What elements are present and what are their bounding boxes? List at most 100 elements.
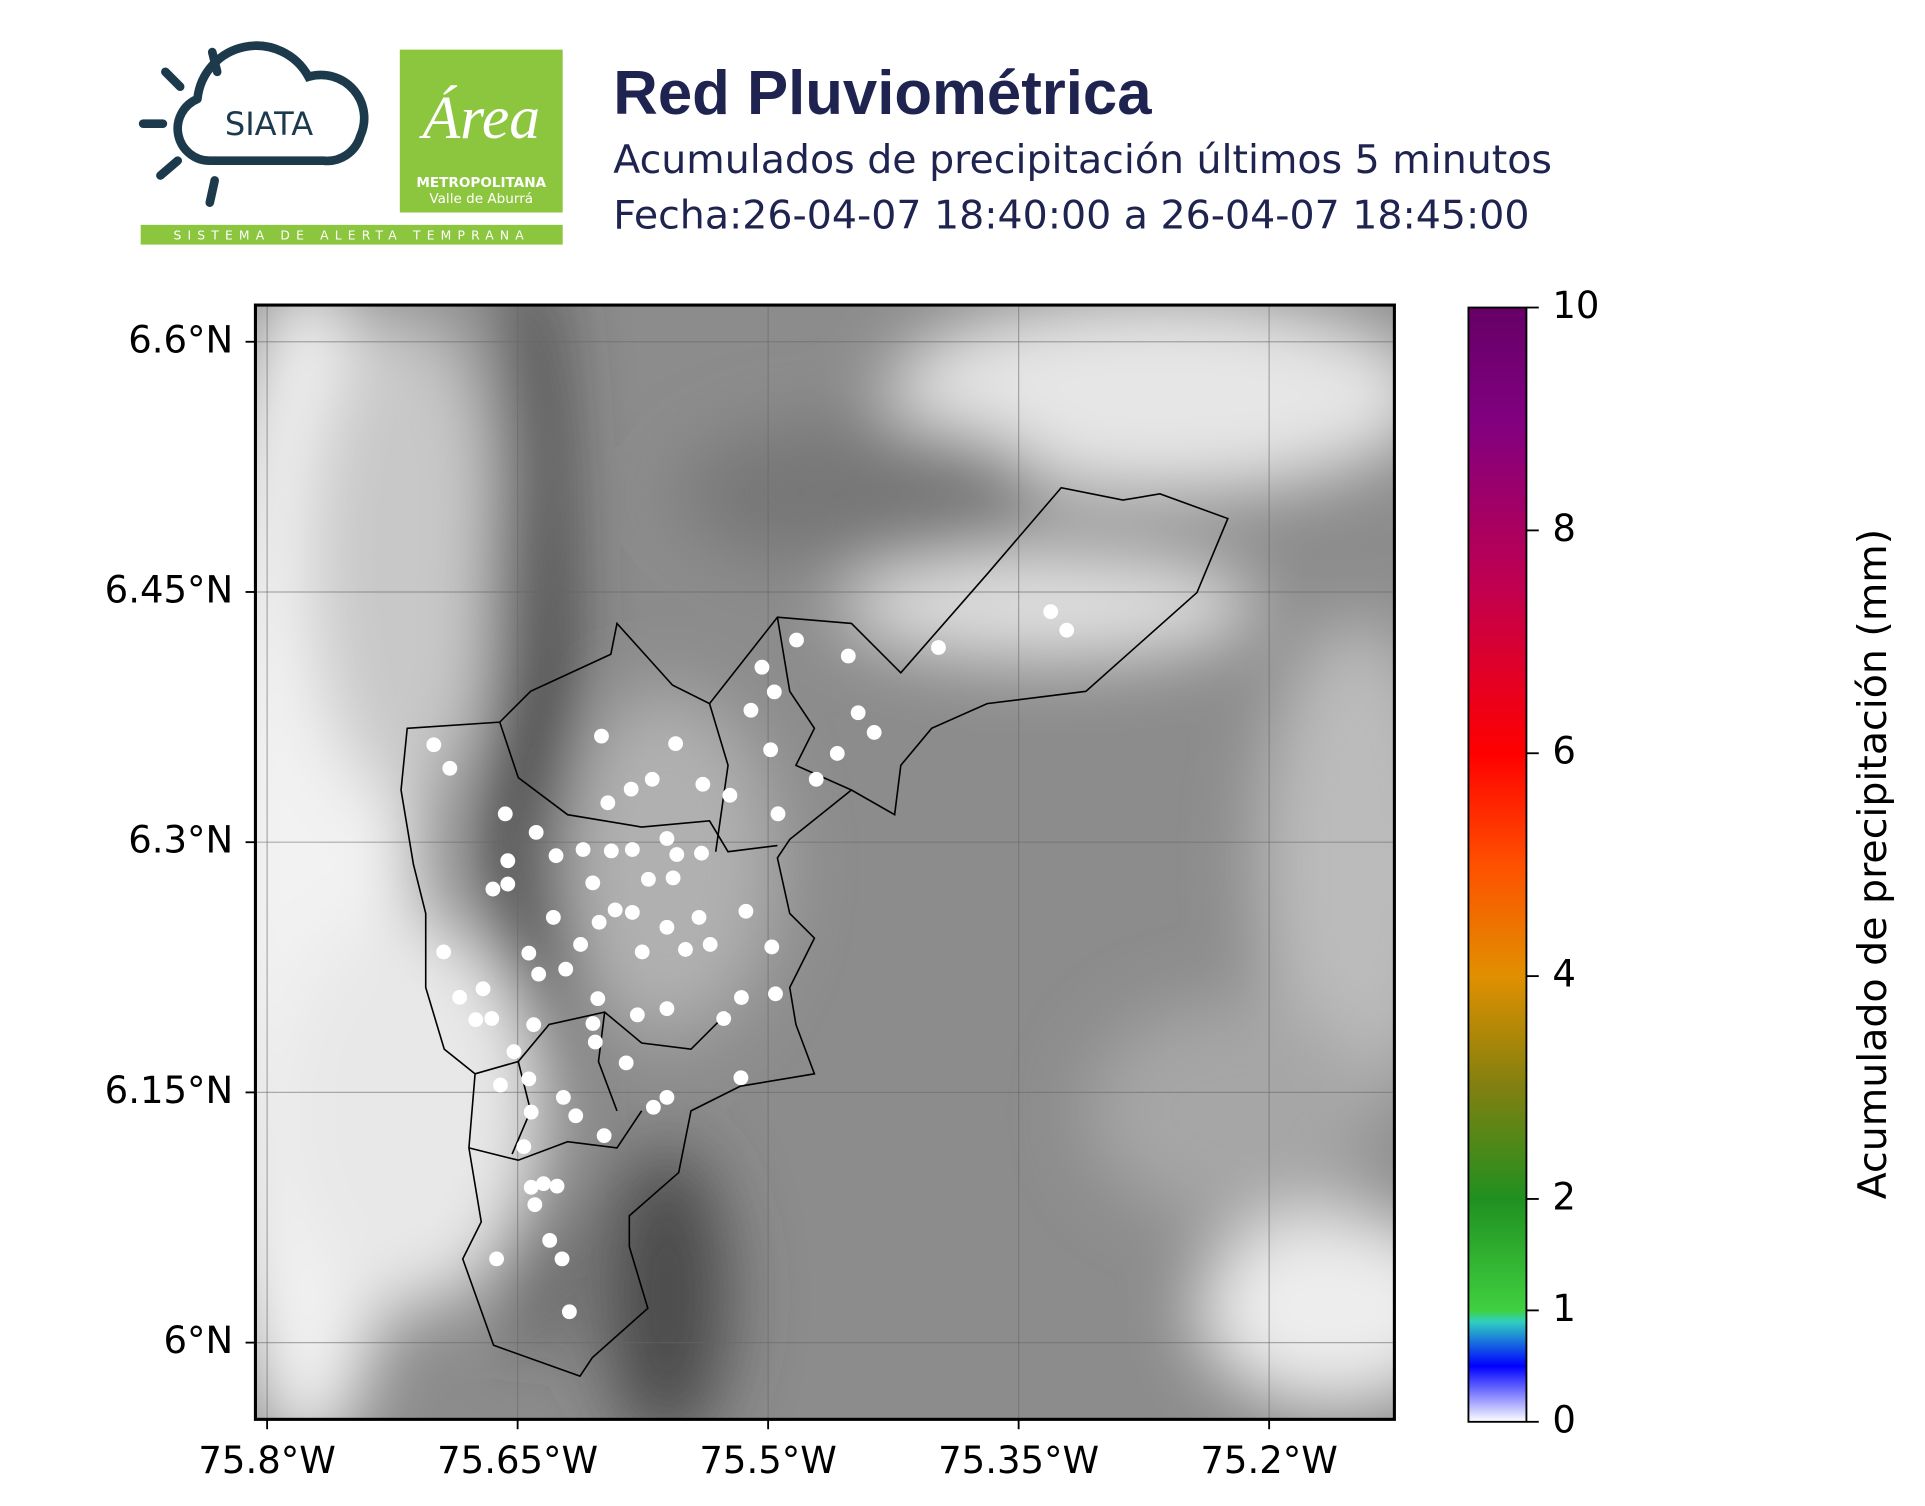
station (659, 1090, 675, 1105)
station (575, 842, 591, 857)
station (743, 702, 759, 718)
metropolitana-text: METROPOLITANA (416, 175, 546, 191)
station (596, 1128, 612, 1144)
station (808, 771, 824, 787)
station (587, 1034, 603, 1050)
station (678, 942, 693, 957)
station (542, 1232, 558, 1248)
valle-text: Valle de Aburrá (429, 191, 533, 207)
station (521, 1071, 537, 1087)
station (931, 640, 946, 655)
station (558, 961, 574, 977)
station (629, 1007, 645, 1023)
y-tick-label: 6.15°N (105, 1069, 234, 1112)
station (475, 981, 491, 997)
station (644, 771, 660, 787)
station (789, 632, 804, 648)
sistema-text: SISTEMA DE ALERTA TEMPRANA (173, 228, 529, 242)
siata-text: SIATA (225, 105, 313, 143)
station (528, 824, 544, 840)
station (766, 684, 782, 700)
station (702, 937, 718, 952)
station (607, 902, 623, 918)
station (506, 1044, 522, 1060)
station (600, 795, 616, 811)
station (545, 910, 561, 925)
station (850, 705, 866, 721)
x-tick-label: 75.2°W (1200, 1439, 1337, 1482)
station (763, 742, 779, 758)
x-tick-label: 75.5°W (699, 1439, 836, 1482)
station (591, 914, 607, 930)
station (573, 937, 588, 952)
map-frame (253, 303, 1396, 1421)
station (618, 1055, 634, 1071)
station (500, 876, 516, 892)
colorbar-tick-label: 8 (1552, 507, 1576, 550)
area-text: Área (418, 84, 540, 152)
station (669, 847, 685, 862)
station (645, 1099, 661, 1115)
colorbar-tick-label: 2 (1552, 1175, 1576, 1218)
station (733, 1070, 749, 1086)
y-tick-label: 6.45°N (105, 568, 234, 611)
station (722, 787, 738, 803)
colorbar-tick-label: 6 (1552, 730, 1576, 773)
station (523, 1104, 539, 1120)
station (634, 944, 650, 960)
station (493, 1077, 508, 1093)
station (1043, 604, 1059, 620)
station (738, 903, 754, 919)
station (624, 842, 640, 857)
station (561, 1304, 577, 1320)
station (555, 1090, 571, 1105)
siata-logo (138, 41, 369, 207)
boundaries (400, 486, 1229, 1378)
x-tick-label: 75.35°W (938, 1439, 1099, 1482)
title: Red Pluviométrica (613, 59, 1152, 128)
station (585, 875, 601, 891)
station (594, 728, 609, 744)
y-tick-label: 6.6°N (128, 318, 233, 361)
station (489, 1251, 504, 1267)
colorbar-tick-label: 10 (1552, 284, 1599, 327)
date: Fecha:26-04-07 18:40:00 a 26-04-07 18:45… (613, 193, 1529, 239)
station (768, 986, 783, 1002)
station (603, 843, 619, 859)
x-tick-label: 75.8°W (198, 1439, 335, 1482)
station (436, 944, 452, 960)
y-tick-label: 6.3°N (128, 819, 233, 862)
station (485, 881, 501, 897)
station (829, 746, 845, 761)
station (590, 991, 606, 1007)
station (527, 1197, 543, 1213)
station (668, 736, 684, 752)
station (484, 1011, 500, 1026)
station (442, 760, 458, 776)
station (585, 1016, 601, 1031)
station (526, 1017, 542, 1033)
station (426, 737, 442, 753)
station (523, 1179, 539, 1195)
area-logo (399, 49, 563, 213)
station (521, 945, 537, 961)
station (468, 1012, 484, 1028)
station (770, 806, 786, 822)
station (500, 853, 516, 869)
subtitle: Acumulados de precipitación últimos 5 mi… (613, 137, 1552, 183)
station (659, 919, 675, 935)
colorbar-tick-label: 4 (1552, 953, 1576, 996)
station (531, 966, 547, 982)
colorbar-tick-label: 0 (1552, 1398, 1576, 1441)
terrain (255, 305, 1395, 1420)
station (691, 910, 707, 925)
colorbar (1467, 306, 1528, 1423)
colorbar-tick-label: 1 (1552, 1287, 1576, 1330)
station (516, 1139, 532, 1155)
station (665, 870, 681, 886)
station (554, 1251, 570, 1267)
sistema-bar (140, 224, 563, 245)
station (497, 806, 513, 822)
station (695, 776, 711, 792)
